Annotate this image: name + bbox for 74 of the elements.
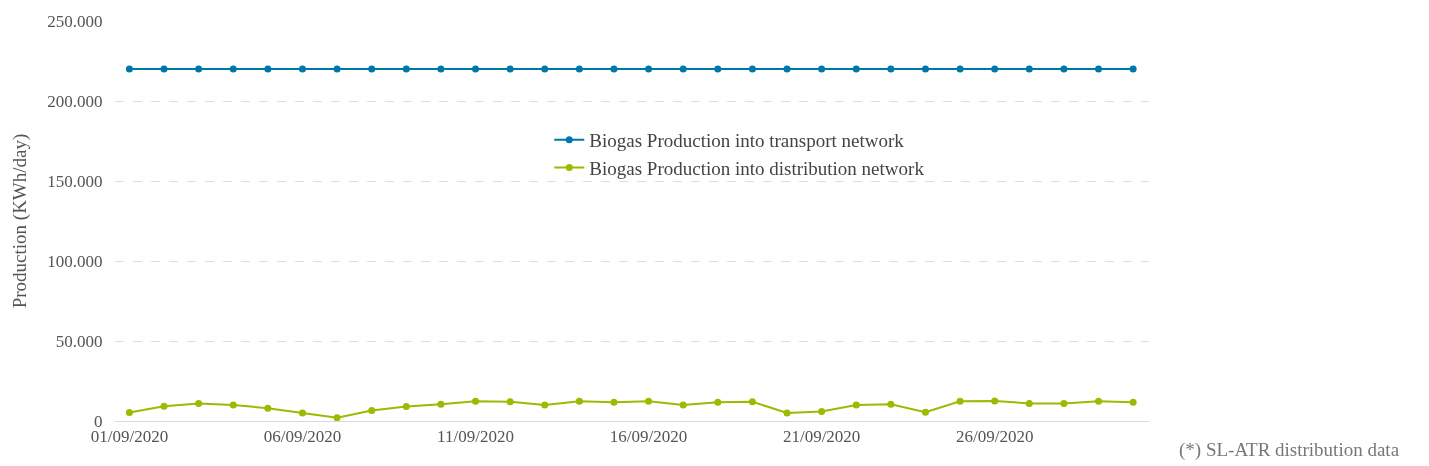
point — [437, 400, 445, 408]
point — [887, 400, 895, 408]
point — [541, 65, 549, 73]
point — [575, 65, 583, 73]
point — [368, 407, 376, 415]
y-tick-label: 250.000 — [47, 11, 103, 31]
y-tick-label: 100.000 — [47, 251, 103, 271]
point — [1129, 65, 1137, 73]
x-tick-label: 26/09/2020 — [955, 427, 1034, 447]
point — [991, 65, 999, 73]
point — [125, 409, 133, 417]
point — [195, 399, 203, 407]
point — [610, 65, 618, 73]
y-tick-label: 200.000 — [47, 91, 103, 111]
point — [160, 65, 168, 73]
point — [229, 401, 237, 409]
point — [748, 65, 756, 73]
point — [229, 65, 237, 73]
point — [402, 403, 410, 411]
point — [921, 408, 929, 416]
point — [1060, 399, 1068, 407]
point — [783, 65, 791, 73]
point — [264, 65, 272, 73]
point — [506, 398, 514, 406]
point — [887, 65, 895, 73]
point — [1095, 65, 1103, 73]
y-tick-label: 150.000 — [47, 171, 103, 191]
point — [298, 65, 306, 73]
point — [1025, 399, 1033, 407]
point — [160, 402, 168, 410]
point — [125, 65, 133, 73]
y-tick-label: 50.000 — [55, 331, 103, 351]
point — [333, 414, 341, 421]
legend-label: Biogas Production into distribution network — [589, 157, 925, 179]
point — [783, 409, 791, 417]
point — [645, 397, 653, 405]
point — [921, 65, 929, 73]
point — [714, 398, 722, 406]
point — [956, 65, 964, 73]
text: (*) SL-ATR distribution data — [1179, 439, 1400, 461]
x-tick-label: 06/09/2020 — [263, 427, 342, 447]
point — [956, 397, 964, 405]
legend-label: Biogas Production into transport network — [589, 130, 905, 152]
x-tick-label: 21/09/2020 — [782, 427, 861, 447]
x-tick-label: 16/09/2020 — [609, 427, 688, 447]
point — [1060, 65, 1068, 73]
point — [1095, 397, 1103, 405]
point — [852, 65, 860, 73]
point — [195, 65, 203, 73]
y-axis-title: Production (KWh/day) — [9, 133, 32, 309]
point — [610, 398, 618, 406]
point — [298, 409, 306, 417]
point — [472, 65, 480, 73]
point — [748, 398, 756, 406]
point — [645, 65, 653, 73]
point — [437, 65, 445, 73]
point — [679, 401, 687, 409]
point — [1025, 65, 1033, 73]
point — [506, 65, 514, 73]
point — [991, 397, 999, 405]
point — [333, 65, 341, 73]
point — [1129, 398, 1137, 406]
point — [541, 401, 549, 409]
point — [575, 397, 583, 405]
x-tick-label: 11/09/2020 — [437, 427, 514, 447]
point — [402, 65, 410, 73]
point — [472, 397, 480, 405]
point — [679, 65, 687, 73]
point — [714, 65, 722, 73]
point — [852, 401, 860, 409]
point — [818, 65, 826, 73]
point — [368, 65, 376, 73]
point — [264, 404, 272, 412]
point — [818, 407, 826, 415]
